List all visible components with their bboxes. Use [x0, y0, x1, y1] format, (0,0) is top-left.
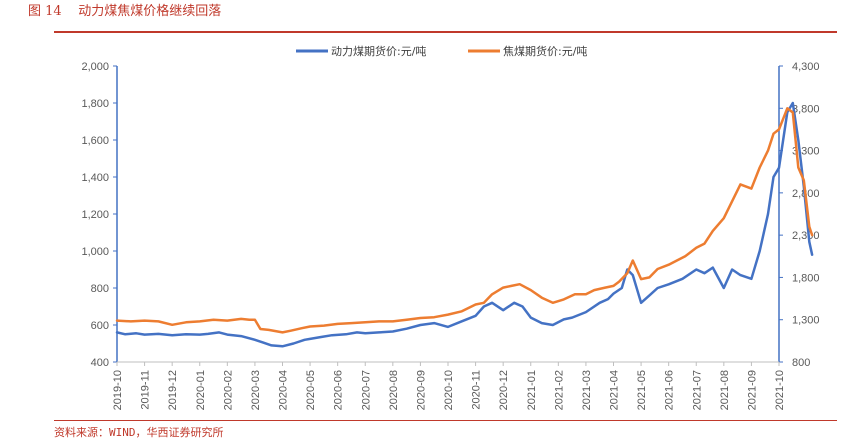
x-tick-label: 2021-02 — [553, 370, 565, 410]
bottom-divider — [54, 420, 837, 421]
figure-title: 图 14 动力煤焦煤价格继续回落 — [28, 4, 222, 19]
y-left-tick-label: 1,200 — [81, 209, 109, 221]
y-left-tick-label: 1,600 — [81, 135, 109, 147]
x-tick-label: 2019-12 — [167, 370, 179, 410]
x-tick-label: 2020-09 — [415, 370, 427, 410]
x-tick-label: 2021-07 — [691, 370, 703, 410]
y-left-tick-label: 800 — [91, 283, 109, 295]
y-left-tick-label: 2,000 — [81, 61, 109, 73]
y-right-tick-label: 3,800 — [792, 103, 820, 115]
x-tick-label: 2020-07 — [360, 370, 372, 410]
x-tick-label: 2021-01 — [526, 370, 538, 410]
x-tick-label: 2019-11 — [140, 370, 152, 410]
y-right-tick-label: 4,300 — [792, 61, 820, 73]
top-divider — [54, 31, 837, 33]
x-tick-label: 2020-08 — [388, 370, 400, 410]
axes: 400 600 800 1,000 1,200 1,400 1,600 1,800 2,000 8… — [81, 61, 819, 410]
x-tick-label: 2021-09 — [746, 370, 758, 410]
series-line-1 — [115, 101, 814, 348]
x-tick-label: 2020-11 — [471, 370, 483, 410]
y-right-tick-label: 800 — [792, 357, 810, 369]
y-left-tick-label: 400 — [91, 357, 109, 369]
y-left-tick-label: 600 — [91, 320, 109, 332]
series-line-2 — [115, 107, 814, 334]
series-layer — [115, 101, 814, 348]
legend-label-series-1: 动力煤期货价:元/吨 — [331, 44, 426, 58]
y-right-tick-label: 1,300 — [792, 315, 820, 327]
legend-label-series-2: 焦煤期货价:元/吨 — [503, 44, 587, 58]
x-tick-label: 2020-03 — [250, 370, 262, 410]
x-tick-label: 2020-12 — [498, 370, 510, 410]
x-tick-label: 2021-08 — [719, 370, 731, 410]
x-tick-label: 2021-03 — [581, 370, 593, 410]
y-right-tick-label: 1,800 — [792, 272, 820, 284]
x-tick-label: 2020-06 — [333, 370, 345, 410]
x-tick-label: 2021-05 — [636, 370, 648, 410]
y-left-tick-label: 1,800 — [81, 98, 109, 110]
x-tick-label: 2021-10 — [774, 370, 786, 410]
x-tick-label: 2020-01 — [195, 370, 207, 410]
x-tick-label: 2019-10 — [112, 370, 124, 410]
y-left-tick-label: 1,400 — [81, 172, 109, 184]
source-note: 资料来源：WIND，华西证券研究所 — [54, 426, 224, 439]
legend: 动力煤期货价:元/吨 焦煤期货价:元/吨 — [296, 44, 587, 58]
y-left-tick-label: 1,000 — [81, 246, 109, 258]
x-tick-label: 2021-04 — [609, 370, 621, 410]
x-tick-label: 2021-06 — [664, 370, 676, 410]
line-chart: 动力煤期货价:元/吨 焦煤期货价:元/吨 400 600 800 1,000 1,200… — [81, 44, 819, 410]
x-tick-label: 2020-02 — [222, 370, 234, 410]
y-right-tick-label: 2,300 — [792, 230, 820, 242]
x-tick-label: 2020-04 — [278, 370, 290, 410]
x-tick-label: 2020-05 — [305, 370, 317, 410]
x-tick-label: 2020-10 — [443, 370, 455, 410]
